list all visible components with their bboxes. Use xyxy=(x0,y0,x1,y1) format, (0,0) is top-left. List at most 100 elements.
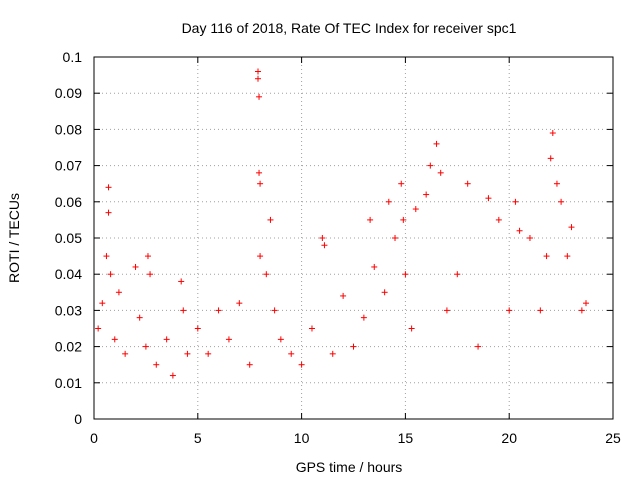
data-point xyxy=(115,289,122,296)
y-tick-label: 0.08 xyxy=(55,121,82,137)
data-point xyxy=(99,300,106,307)
data-point xyxy=(103,253,110,260)
data-point xyxy=(246,361,253,368)
data-point xyxy=(136,314,143,321)
data-point xyxy=(408,325,415,332)
x-tick-label: 10 xyxy=(294,430,310,446)
y-tick-label: 0.01 xyxy=(55,375,82,391)
data-point xyxy=(319,235,326,241)
data-point xyxy=(558,198,565,205)
data-point xyxy=(263,271,270,278)
data-point xyxy=(553,180,560,187)
y-tick-label: 0.1 xyxy=(63,49,83,65)
data-point xyxy=(583,300,590,307)
data-point xyxy=(398,180,405,187)
y-tick-label: 0.02 xyxy=(55,339,82,355)
x-axis-label: GPS time / hours xyxy=(296,459,403,475)
data-point xyxy=(255,68,262,75)
data-point xyxy=(371,263,378,270)
data-point xyxy=(194,325,201,332)
data-point xyxy=(526,235,533,241)
data-point xyxy=(578,307,585,314)
data-point xyxy=(169,372,176,379)
data-point xyxy=(512,198,519,205)
data-point xyxy=(537,307,544,314)
grid-lines xyxy=(94,57,613,419)
y-tick-label: 0.09 xyxy=(55,85,82,101)
data-point xyxy=(122,350,129,357)
data-point xyxy=(433,140,440,147)
data-point xyxy=(423,191,430,198)
data-point xyxy=(267,216,274,223)
data-point xyxy=(308,325,315,332)
data-point xyxy=(340,292,347,299)
data-point xyxy=(329,350,336,357)
y-tick-label: 0.05 xyxy=(55,230,82,246)
data-point xyxy=(107,271,114,278)
data-point xyxy=(257,180,264,187)
x-tick-label: 5 xyxy=(194,430,202,446)
axis-ticks: 0 5 10 15 20 25 0 0.01 0.02 0.03 0.04 0.05 0.06 0.07 0… xyxy=(55,49,621,446)
x-tick-label: 25 xyxy=(605,430,621,446)
data-point xyxy=(288,350,295,357)
y-tick-label: 0 xyxy=(74,411,82,427)
data-point xyxy=(568,224,575,231)
data-point xyxy=(298,361,305,368)
data-point xyxy=(321,242,328,249)
data-point xyxy=(178,278,185,285)
data-point xyxy=(215,307,222,314)
data-point xyxy=(547,155,554,162)
data-point xyxy=(277,336,284,343)
data-point xyxy=(427,162,434,169)
data-point xyxy=(95,325,102,332)
data-point xyxy=(144,253,151,260)
data-point xyxy=(443,307,450,314)
data-point xyxy=(111,336,118,343)
data-point xyxy=(105,209,112,216)
data-point xyxy=(257,253,264,260)
y-axis-label: ROTI / TECUs xyxy=(6,193,22,283)
x-tick-label: 15 xyxy=(398,430,414,446)
data-point xyxy=(464,180,471,187)
data-point xyxy=(506,307,513,314)
data-point xyxy=(256,93,263,100)
data-point xyxy=(385,198,392,205)
data-point xyxy=(564,253,571,260)
data-point xyxy=(367,216,374,223)
x-tick-label: 0 xyxy=(90,430,98,446)
data-point xyxy=(236,300,243,307)
data-point xyxy=(402,271,409,278)
data-point xyxy=(360,314,367,321)
data-point xyxy=(255,75,262,82)
data-point xyxy=(225,336,232,343)
data-point xyxy=(163,336,170,343)
data-point xyxy=(147,271,154,278)
data-point xyxy=(271,307,278,314)
data-point xyxy=(205,350,212,357)
data-point xyxy=(475,343,482,350)
data-point xyxy=(180,307,187,314)
data-point xyxy=(485,195,492,202)
y-tick-label: 0.04 xyxy=(55,266,82,282)
data-point xyxy=(400,216,407,223)
data-point xyxy=(256,169,263,176)
data-point xyxy=(153,361,160,368)
data-point xyxy=(350,343,357,350)
data-point xyxy=(105,184,112,191)
data-point xyxy=(516,227,523,234)
y-tick-label: 0.07 xyxy=(55,158,82,174)
chart-title: Day 116 of 2018, Rate Of TEC Index for r… xyxy=(182,20,517,36)
data-point xyxy=(543,253,550,260)
data-point xyxy=(381,289,388,296)
data-point xyxy=(549,130,556,137)
data-points xyxy=(95,68,590,379)
data-point xyxy=(184,350,191,357)
data-point xyxy=(437,169,444,176)
data-point xyxy=(132,263,139,270)
y-tick-label: 0.06 xyxy=(55,194,82,210)
data-point xyxy=(412,206,419,213)
x-tick-label: 20 xyxy=(501,430,517,446)
data-point xyxy=(142,343,149,350)
data-point xyxy=(392,235,399,241)
